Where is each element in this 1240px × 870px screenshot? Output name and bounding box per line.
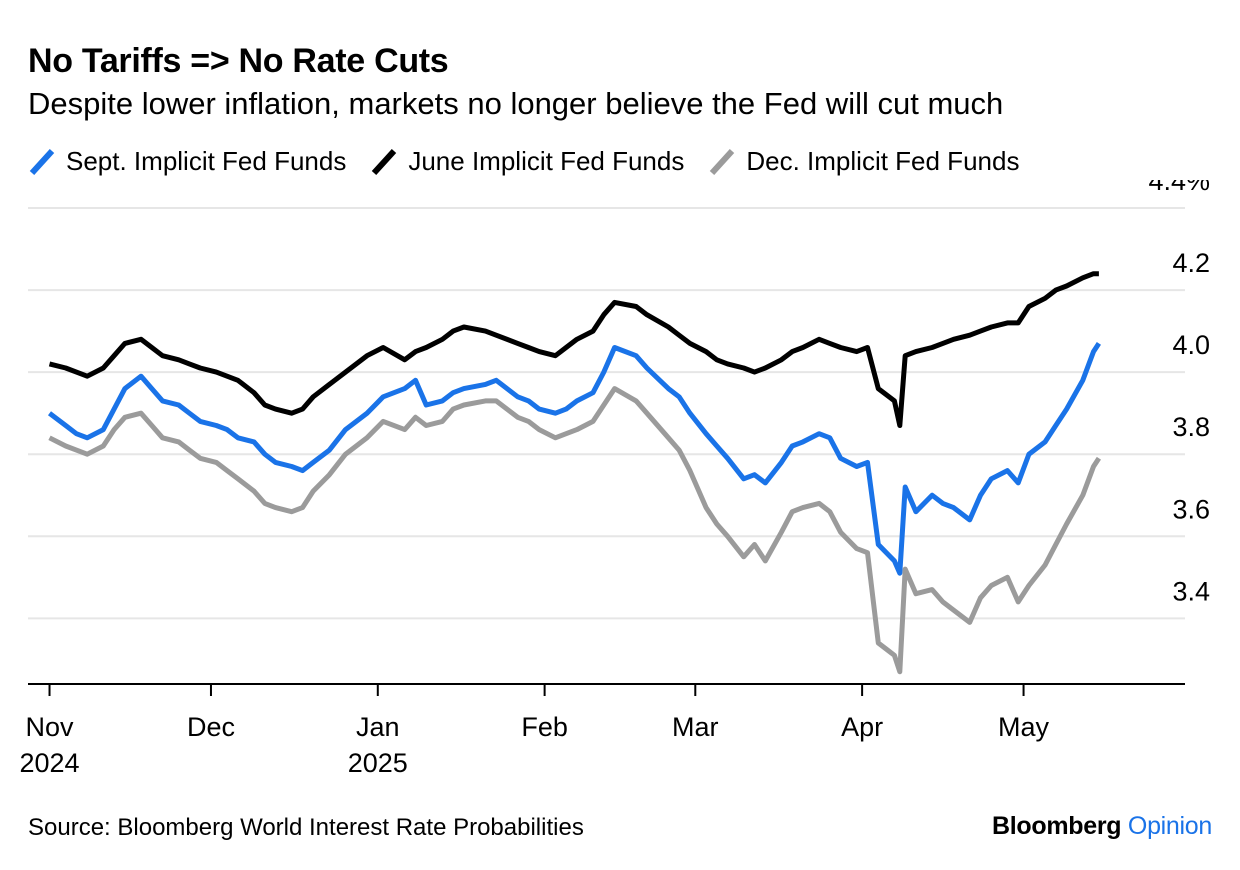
source-note: Source: Bloomberg World Interest Rate Pr… xyxy=(28,814,584,841)
y-tick-label-3.8: 3.8 xyxy=(1172,412,1210,442)
series-line-1 xyxy=(48,271,1099,428)
legend-label-sept: Sept. Implicit Fed Funds xyxy=(66,146,347,176)
legend-item-june: June Implicit Fed Funds xyxy=(370,146,684,177)
brand-name: Bloomberg xyxy=(992,812,1122,840)
x-tick-label-5-0: Apr xyxy=(841,712,883,742)
legend-item-dec: Dec. Implicit Fed Funds xyxy=(708,146,1019,177)
x-tick-label-2-1: 2025 xyxy=(348,748,408,778)
legend-swatch-june xyxy=(372,148,397,175)
chart-title: No Tariffs => No Rate Cuts xyxy=(28,42,449,80)
line-chart: 3.4 3.6 3.8 4.0 4.2 4.4% Nov 2024 Dec Jan 2025 Feb… xyxy=(19,180,1210,778)
series-line-2 xyxy=(48,386,1101,675)
legend-label-dec: Dec. Implicit Fed Funds xyxy=(746,146,1020,176)
x-tick-label-0-0: Nov xyxy=(26,712,75,742)
y-tick-label-4: 4.0 xyxy=(1172,330,1210,360)
y-axis-ticks: 3.4 3.6 3.8 4.0 4.2 4.4% xyxy=(1148,180,1210,606)
x-tick-label-1-0: Dec xyxy=(187,712,235,742)
x-tick-label-4-0: Mar xyxy=(672,712,719,742)
y-tick-label-3.4: 3.4 xyxy=(1172,576,1210,606)
y-tick-label-3.6: 3.6 xyxy=(1172,494,1210,524)
legend-label-june: June Implicit Fed Funds xyxy=(408,146,685,176)
x-tick-label-6-0: May xyxy=(998,712,1050,742)
y-tick-label-4.4: 4.4% xyxy=(1148,180,1210,196)
legend: Sept. Implicit Fed Funds June Implicit F… xyxy=(28,146,1043,177)
chart-subtitle: Despite lower inflation, markets no long… xyxy=(28,86,1004,121)
brand-logo: Bloomberg Opinion xyxy=(992,812,1212,841)
series-lines xyxy=(47,271,1101,675)
x-tick-label-0-1: 2024 xyxy=(19,748,79,778)
brand-suffix: Opinion xyxy=(1127,812,1212,840)
legend-swatch-sept xyxy=(29,148,55,175)
x-tick-label-2-0: Jan xyxy=(356,712,400,742)
legend-swatch-dec xyxy=(710,148,735,175)
legend-item-sept: Sept. Implicit Fed Funds xyxy=(28,146,346,177)
x-tick-label-3-0: Feb xyxy=(521,712,568,742)
gridlines xyxy=(28,207,1185,620)
x-axis: Nov 2024 Dec Jan 2025 Feb Mar Apr May xyxy=(19,683,1185,778)
series-line-0 xyxy=(47,342,1101,576)
y-tick-label-4.2: 4.2 xyxy=(1172,248,1210,278)
